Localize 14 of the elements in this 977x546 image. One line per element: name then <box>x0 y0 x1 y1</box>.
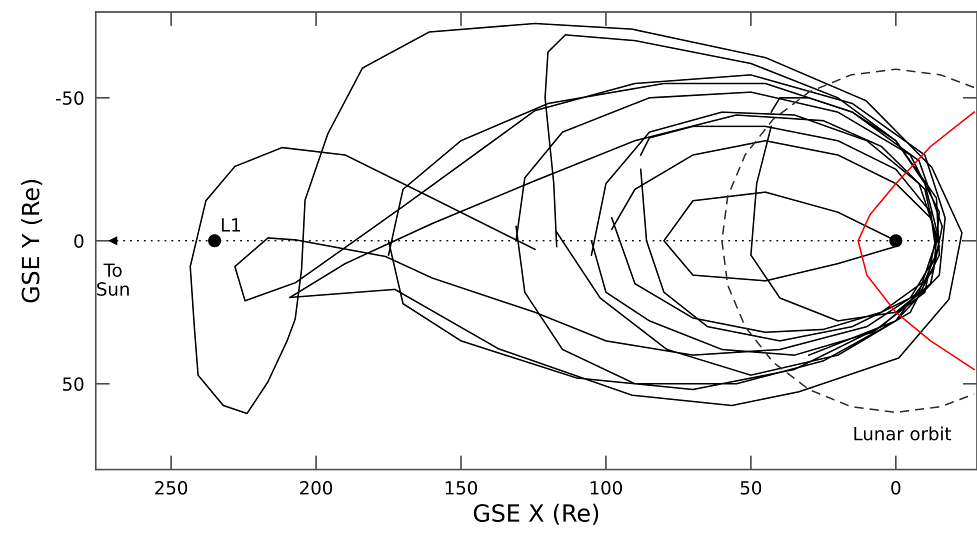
x-tick-label: 250 <box>155 480 188 495</box>
annotation: To Sun <box>97 264 129 296</box>
y-axis-title: GSE Y (Re) <box>21 180 42 302</box>
x-tick-label: 0 <box>891 480 900 495</box>
x-tick-label: 150 <box>446 480 478 495</box>
x-axis-title: GSE X (Re) <box>474 504 598 525</box>
y-tick-label: 0 <box>74 234 84 248</box>
y-tick-label: -50 <box>56 91 84 105</box>
series-label: L1 <box>222 218 240 232</box>
annotation: Lunar orbit <box>854 426 952 440</box>
x-tick-label: 50 <box>740 480 762 495</box>
x-tick-label: 200 <box>300 480 332 495</box>
y-tick-label: 50 <box>63 377 84 391</box>
x-tick-label: 100 <box>590 480 622 495</box>
